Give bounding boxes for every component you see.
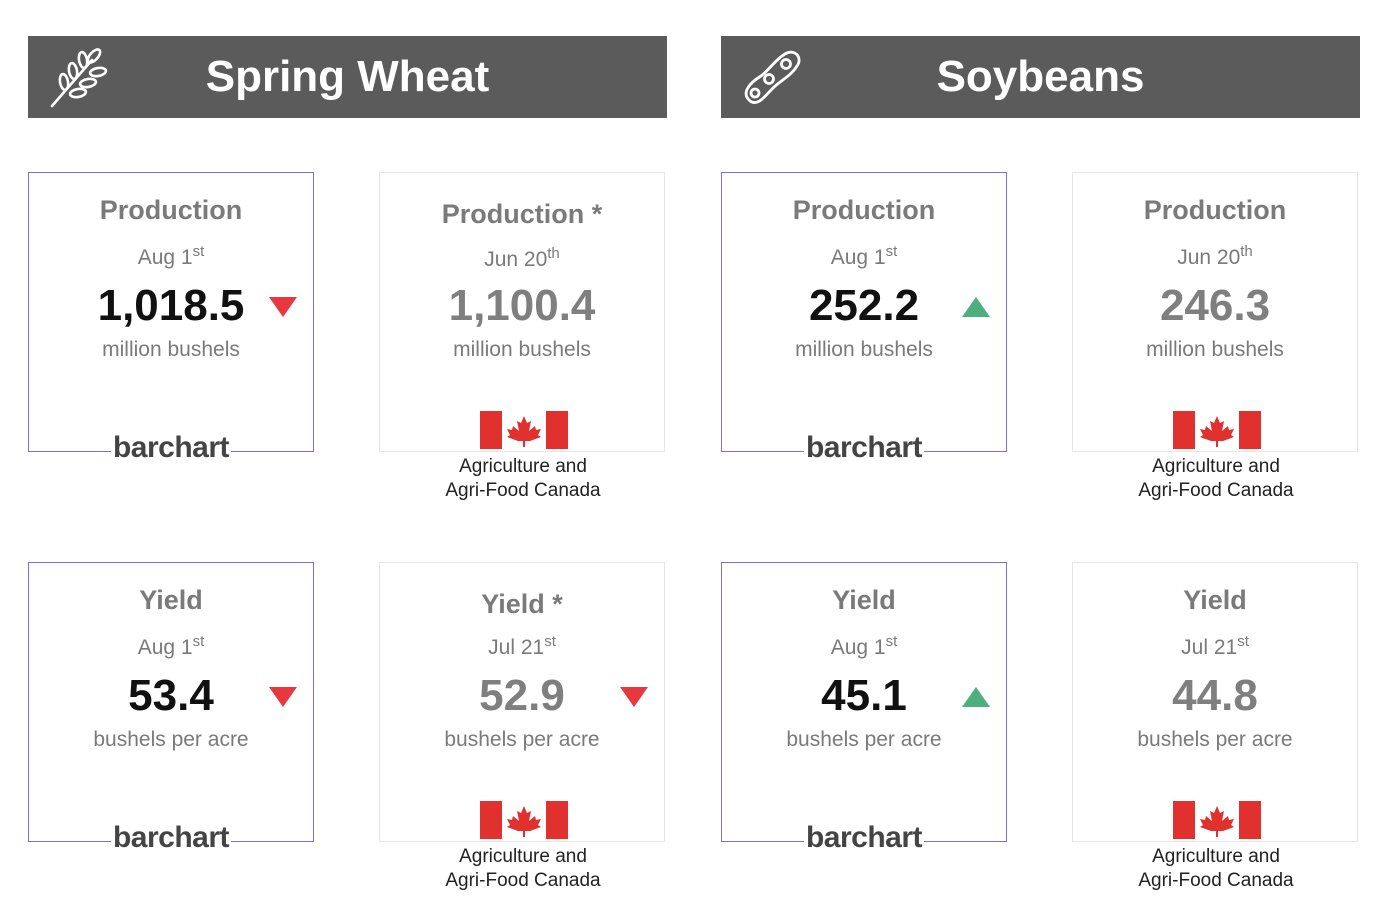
card-value: 52.9 bbox=[479, 671, 565, 720]
card-date: Aug 1st bbox=[830, 243, 898, 269]
canada-flag-icon bbox=[1173, 801, 1261, 839]
barchart-logo: barchart bbox=[803, 431, 925, 464]
card-unit: bushels per acre bbox=[93, 728, 249, 751]
card-value: 44.8 bbox=[1172, 671, 1258, 720]
card-value: 45.1 bbox=[821, 671, 907, 720]
soy-yield-canada-card: Yield Jul 21st 44.8 bushels per acre Agr… bbox=[1072, 562, 1358, 891]
card-title: Yield * bbox=[481, 589, 563, 619]
card-date: Aug 1st bbox=[137, 243, 205, 269]
card-title: Production * bbox=[441, 199, 603, 229]
card-value: 1,100.4 bbox=[448, 281, 596, 330]
source-label: Agriculture and Agri-Food Canada bbox=[1138, 846, 1294, 891]
card-title: Production bbox=[792, 195, 936, 225]
trend-down-icon bbox=[620, 687, 648, 707]
card-unit: bushels per acre bbox=[1137, 728, 1293, 751]
spring-wheat-header: Spring Wheat bbox=[28, 36, 667, 118]
soy-production-barchart-card: Production Aug 1st 252.2 million bushels… bbox=[721, 172, 1007, 464]
wheat-production-barchart-card: Production Aug 1st 1,018.5 million bushe… bbox=[28, 172, 314, 464]
canada-flag-icon bbox=[480, 801, 568, 839]
card-value: 1,018.5 bbox=[97, 281, 245, 330]
card-date: Jun 20th bbox=[484, 245, 560, 271]
barchart-logo: barchart bbox=[110, 431, 232, 464]
canada-flag-icon bbox=[1173, 411, 1261, 449]
card-date: Aug 1st bbox=[830, 633, 898, 659]
card-date: Jul 21st bbox=[488, 633, 556, 659]
card-title: Yield bbox=[1183, 585, 1247, 615]
card-date: Jun 20th bbox=[1177, 243, 1253, 269]
soy-yield-barchart-card: Yield Aug 1st 45.1 bushels per acre barc… bbox=[721, 562, 1007, 854]
source-label: Agriculture and Agri-Food Canada bbox=[1138, 456, 1294, 501]
card-unit: million bushels bbox=[453, 338, 591, 361]
barchart-logo: barchart bbox=[110, 821, 232, 854]
section-title: Soybeans bbox=[936, 52, 1145, 101]
wheat-production-canada-card: Production * Jun 20th 1,100.4 million bu… bbox=[379, 172, 665, 501]
barchart-logo: barchart bbox=[803, 821, 925, 854]
card-title: Production bbox=[1143, 195, 1287, 225]
card-unit: million bushels bbox=[102, 338, 240, 361]
card-value: 53.4 bbox=[128, 671, 214, 720]
card-title: Yield bbox=[139, 585, 203, 615]
section-title: Spring Wheat bbox=[205, 52, 490, 101]
trend-down-icon bbox=[269, 687, 297, 707]
trend-down-icon bbox=[269, 297, 297, 317]
card-unit: million bushels bbox=[795, 338, 933, 361]
card-unit: bushels per acre bbox=[444, 728, 600, 751]
card-unit: million bushels bbox=[1146, 338, 1284, 361]
trend-up-icon bbox=[962, 297, 990, 317]
source-label: Agriculture and Agri-Food Canada bbox=[445, 846, 601, 891]
wheat-yield-canada-card: Yield * Jul 21st 52.9 bushels per acre A… bbox=[379, 562, 665, 891]
card-title: Yield bbox=[832, 585, 896, 615]
wheat-yield-barchart-card: Yield Aug 1st 53.4 bushels per acre barc… bbox=[28, 562, 314, 854]
source-label: Agriculture and Agri-Food Canada bbox=[445, 456, 601, 501]
wheat-icon bbox=[50, 48, 108, 108]
trend-up-icon bbox=[962, 687, 990, 707]
card-value: 252.2 bbox=[808, 281, 920, 330]
card-unit: bushels per acre bbox=[786, 728, 942, 751]
soybeans-header: Soybeans bbox=[721, 36, 1360, 118]
card-value: 246.3 bbox=[1159, 281, 1271, 330]
soybean-icon bbox=[744, 50, 801, 105]
card-title: Production bbox=[99, 195, 243, 225]
card-date: Aug 1st bbox=[137, 633, 205, 659]
soy-production-canada-card: Production Jun 20th 246.3 million bushel… bbox=[1072, 172, 1358, 501]
canada-flag-icon bbox=[480, 411, 568, 449]
card-date: Jul 21st bbox=[1181, 633, 1249, 659]
